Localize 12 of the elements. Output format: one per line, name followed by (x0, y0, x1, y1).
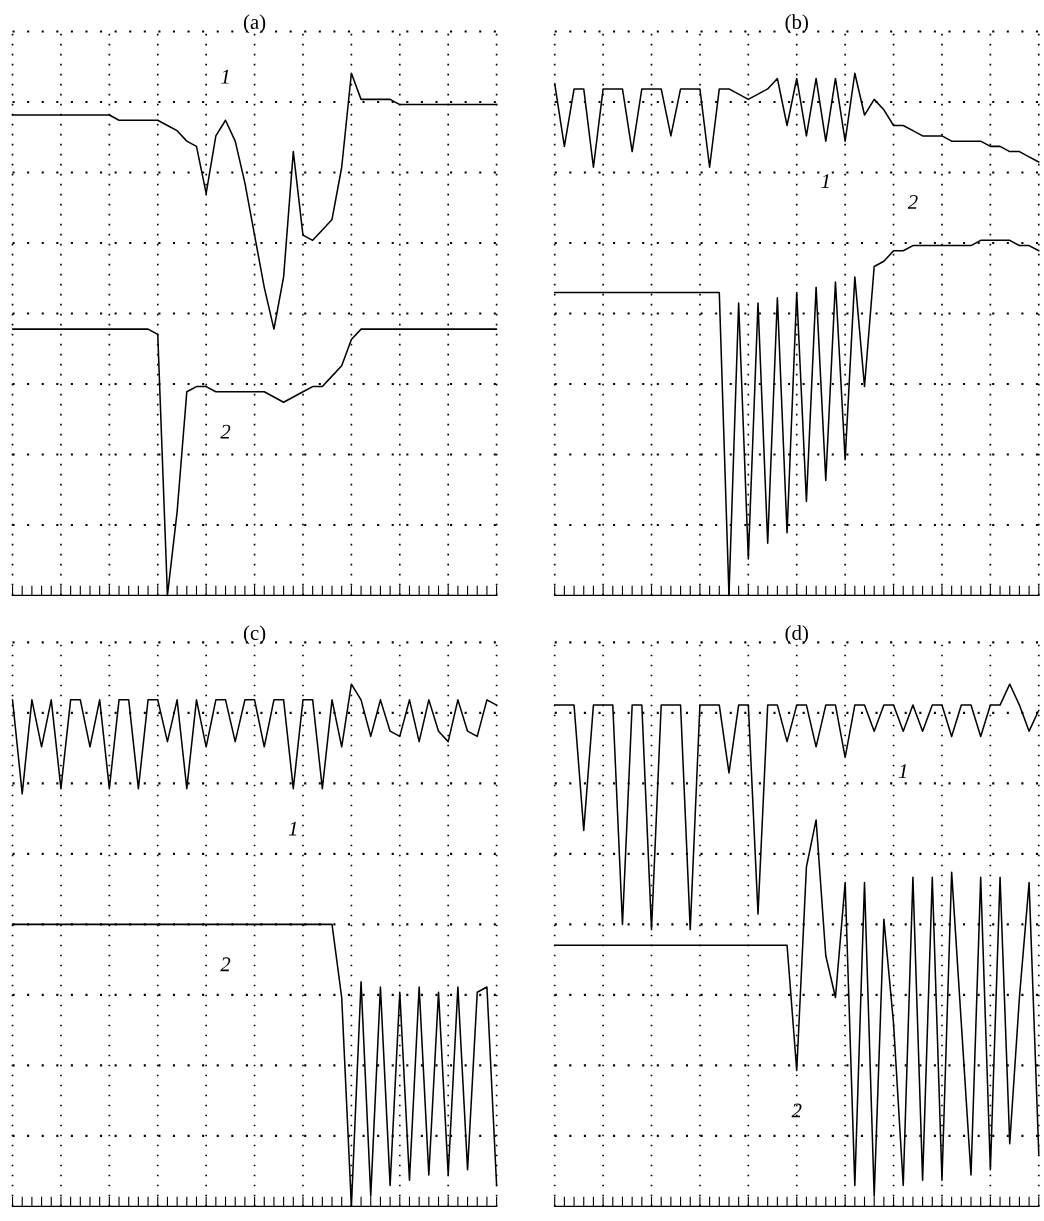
series-label: 2 (791, 1103, 802, 1118)
chart-title: (a) (243, 14, 266, 34)
chart-title: (c) (243, 625, 266, 645)
chart-title: (d) (785, 625, 808, 645)
series-label: 2 (907, 195, 918, 209)
series-label: 2 (220, 957, 231, 972)
chart-title: (b) (785, 14, 808, 34)
series-label: 1 (898, 764, 907, 778)
series-label: 1 (288, 821, 297, 836)
series-label: 1 (221, 69, 229, 84)
series-label: 1 (821, 174, 829, 188)
series-label: 2 (220, 424, 231, 439)
